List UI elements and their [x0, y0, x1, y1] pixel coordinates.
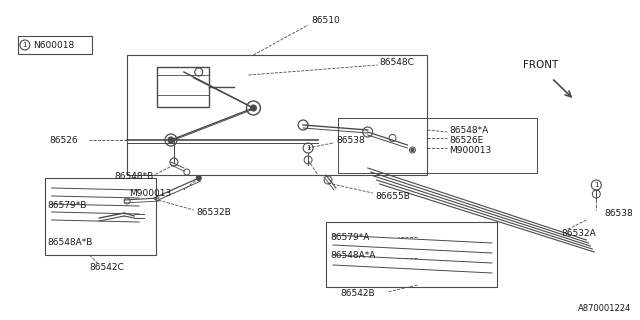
Text: 1: 1	[594, 182, 598, 188]
Text: 86579*A: 86579*A	[330, 233, 369, 242]
Bar	[326, 222, 497, 287]
Text: 86542B: 86542B	[340, 289, 375, 298]
Text: 86538: 86538	[336, 135, 365, 145]
Text: 86548A*A: 86548A*A	[330, 251, 375, 260]
Circle shape	[168, 137, 174, 143]
Circle shape	[196, 175, 201, 180]
Bar	[338, 118, 537, 173]
Bar	[127, 55, 428, 175]
Text: A870001224: A870001224	[578, 304, 631, 313]
Text: 86532A: 86532A	[561, 228, 596, 237]
Text: 86532B: 86532B	[196, 207, 232, 217]
Text: 86526E: 86526E	[449, 135, 483, 145]
Text: 1: 1	[22, 42, 27, 48]
Text: 86538: 86538	[604, 209, 633, 218]
Text: 86548C: 86548C	[380, 58, 415, 67]
Text: N600018: N600018	[33, 41, 74, 50]
Circle shape	[411, 148, 414, 151]
Text: 86548A*B: 86548A*B	[48, 237, 93, 246]
Circle shape	[250, 105, 257, 111]
Bar	[157, 67, 209, 107]
Text: 86526: 86526	[50, 135, 78, 145]
Text: M900013: M900013	[449, 146, 492, 155]
Text: 86542C: 86542C	[90, 263, 124, 273]
Text: FRONT: FRONT	[523, 60, 558, 70]
Text: 86510: 86510	[311, 15, 340, 25]
Text: 86548*B: 86548*B	[115, 172, 154, 180]
Bar	[18, 36, 92, 54]
Text: 86579*B: 86579*B	[48, 201, 87, 210]
Text: 1: 1	[306, 145, 310, 151]
Text: 86548*A: 86548*A	[449, 125, 488, 134]
Text: M900013: M900013	[129, 188, 172, 197]
Bar	[45, 178, 156, 255]
Text: 86655B: 86655B	[376, 191, 410, 201]
